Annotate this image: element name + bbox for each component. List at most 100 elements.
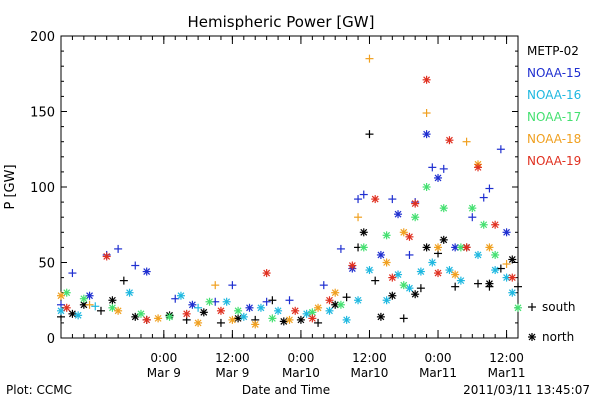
marker-stroke [508,289,516,297]
data-point-north [348,261,357,270]
marker-stroke [331,289,339,297]
data-point-north [308,314,317,323]
y-axis-label: P [GW] [3,164,18,209]
marker-stroke [468,204,476,212]
data-point-south [502,260,511,269]
marker-stroke [440,204,448,212]
marker-stroke [400,281,408,289]
data-point-north [325,296,334,305]
marker-stroke [457,277,465,285]
marker-stroke [383,259,391,266]
data-point-south [171,294,180,303]
data-point-south [194,303,203,312]
data-point-south [451,282,460,291]
marker-stroke [166,313,173,321]
marker-stroke [337,301,345,309]
data-point-north [439,235,448,244]
marker-stroke [234,307,242,315]
marker-stroke [188,301,196,309]
x-tick-date: Mar10 [282,366,320,380]
data-point-south [365,130,374,139]
data-point-south [359,190,368,199]
data-point-north [234,306,243,315]
marker-stroke [206,298,213,306]
marker-stroke [274,307,282,315]
data-point-north [216,306,225,315]
data-point-north [468,204,477,213]
marker-stroke [103,253,111,260]
data-point-south [479,193,488,202]
data-point-south [68,269,77,278]
data-point-north [79,294,88,303]
data-point-north [142,315,151,324]
data-point-north [251,320,260,329]
marker-stroke [143,316,151,324]
data-point-north [405,232,414,241]
data-point-north [422,243,431,252]
marker-stroke [377,313,385,321]
data-point-north [422,130,431,139]
marker-stroke [474,251,482,259]
legend-entry: NOAA-17 [527,110,581,124]
data-point-south [496,264,505,273]
data-point-north [234,314,243,323]
marker-stroke [257,304,265,312]
data-point-north [154,314,163,323]
marker-stroke [86,292,93,300]
marker-stroke [366,266,373,274]
marker-stroke [308,314,316,322]
x-axis-label: Date and Time [242,383,330,397]
data-point-north [508,255,517,264]
legend-marker-label: north [542,330,574,344]
marker-stroke [474,163,482,171]
data-point-north [325,306,334,315]
marker-stroke [528,333,536,341]
data-point-north [182,309,191,318]
data-point-north [491,250,500,259]
marker-stroke [126,289,133,297]
data-point-north [342,315,351,324]
marker-stroke [440,236,448,244]
x-tick-time: 12:00 [489,351,524,365]
data-point-north [502,228,511,237]
marker-stroke [406,284,413,292]
data-point-north [491,220,500,229]
data-point-north [485,243,494,252]
marker-stroke [240,313,248,321]
data-point-south [422,109,431,118]
x-tick-date: Mar 9 [215,366,249,380]
data-point-north [108,303,117,312]
marker-stroke [263,269,271,277]
data-point-north [434,269,443,278]
data-point-south [485,184,494,193]
marker-stroke [423,243,431,251]
legend-marker-entry [528,303,536,311]
data-point-north [194,318,203,327]
marker-stroke [108,296,116,304]
data-point-south [314,318,323,327]
x-tick-date: Mar11 [419,366,457,380]
data-point-north [228,315,237,324]
marker-stroke [503,274,510,282]
marker-stroke [491,266,499,274]
data-point-south [211,281,220,290]
marker-stroke [308,308,316,316]
marker-stroke [268,314,276,322]
marker-stroke [114,307,122,315]
data-point-north [416,267,425,276]
series-noaa-17 [62,183,522,323]
marker-stroke [406,233,413,241]
data-point-north [439,204,448,213]
data-point-north [131,312,140,321]
data-point-north [411,290,420,299]
data-point-south [439,164,448,173]
marker-stroke [486,243,493,251]
legend-entry: METP-02 [527,44,579,58]
data-point-north [365,266,374,275]
data-point-south [474,279,483,288]
marker-stroke [508,274,516,282]
legend: METP-02 NOAA-15 NOAA-16 NOAA-17 NOAA-18 NOAA-… [527,44,581,344]
data-point-north [102,252,111,261]
data-point-south [514,282,522,291]
